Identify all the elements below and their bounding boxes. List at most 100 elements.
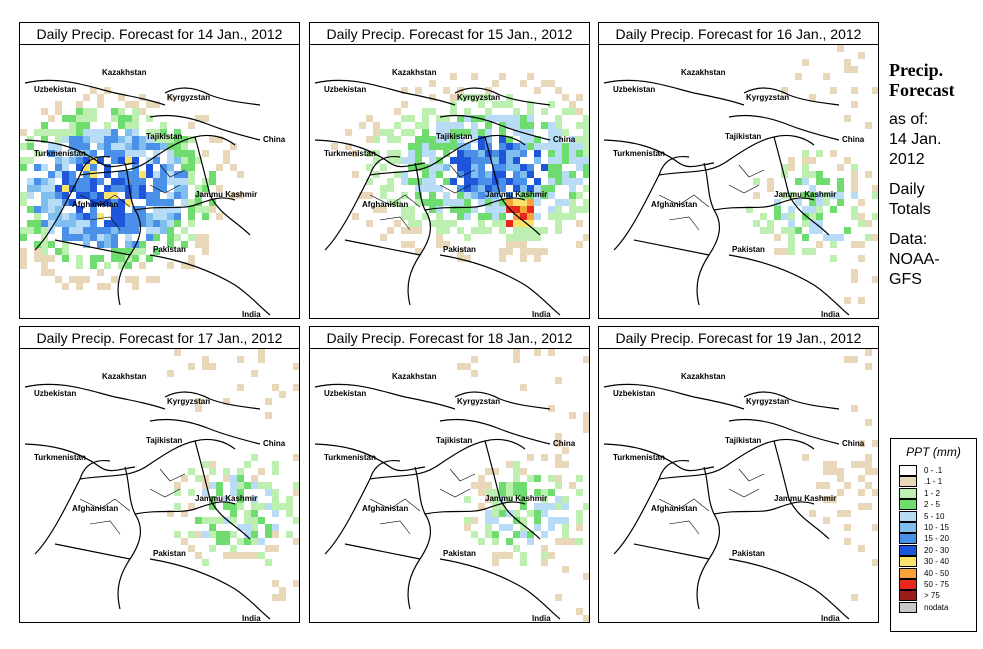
precip-cell bbox=[167, 241, 174, 248]
precip-cell bbox=[265, 531, 272, 538]
precip-cell bbox=[27, 206, 34, 213]
precip-cell bbox=[146, 171, 153, 178]
precip-cell bbox=[90, 136, 97, 143]
border-line bbox=[369, 438, 526, 480]
asof-line-2: 14 Jan. bbox=[889, 131, 942, 148]
precip-cell bbox=[830, 192, 837, 199]
precip-cell bbox=[41, 122, 48, 129]
precip-cell bbox=[520, 206, 527, 213]
precip-cell bbox=[20, 262, 27, 269]
precip-cell bbox=[146, 136, 153, 143]
precip-cell bbox=[837, 45, 844, 52]
precip-cell bbox=[774, 206, 781, 213]
precip-cell bbox=[527, 122, 534, 129]
precip-cell bbox=[76, 262, 83, 269]
precip-cell bbox=[576, 524, 583, 531]
precip-cell bbox=[548, 206, 555, 213]
precip-cell bbox=[541, 122, 548, 129]
precip-cell bbox=[548, 524, 555, 531]
precip-cell bbox=[401, 157, 408, 164]
border-line bbox=[344, 239, 421, 256]
precip-cell bbox=[20, 157, 27, 164]
precip-cell bbox=[865, 503, 872, 510]
precip-cell bbox=[62, 248, 69, 255]
precip-cell bbox=[555, 150, 562, 157]
map-svg bbox=[603, 349, 878, 620]
precip-cell bbox=[195, 199, 202, 206]
precip-cell bbox=[781, 213, 788, 220]
precip-cell bbox=[125, 157, 132, 164]
precip-cell bbox=[41, 241, 48, 248]
precip-cell bbox=[209, 496, 216, 503]
precip-cell bbox=[450, 178, 457, 185]
precip-cell bbox=[802, 171, 809, 178]
precip-cell bbox=[244, 538, 251, 545]
border-line bbox=[314, 139, 426, 168]
precip-cell bbox=[174, 206, 181, 213]
precip-cell bbox=[520, 496, 527, 503]
precip-cell bbox=[90, 87, 97, 94]
precip-cell bbox=[237, 384, 244, 391]
precip-cell bbox=[450, 94, 457, 101]
precip-cell bbox=[513, 206, 520, 213]
precip-cell bbox=[492, 489, 499, 496]
precip-cell bbox=[167, 94, 174, 101]
precip-cell bbox=[534, 234, 541, 241]
precip-cell bbox=[202, 517, 209, 524]
precip-cell bbox=[436, 143, 443, 150]
precip-cell bbox=[41, 262, 48, 269]
precip-cell bbox=[62, 241, 69, 248]
precip-cell bbox=[492, 150, 499, 157]
precip-cell bbox=[55, 157, 62, 164]
precip-cell bbox=[76, 276, 83, 283]
precip-cell bbox=[781, 248, 788, 255]
precip-cell bbox=[767, 185, 774, 192]
precip-cell bbox=[837, 199, 844, 206]
precip-cell bbox=[499, 178, 506, 185]
precip-cell bbox=[408, 129, 415, 136]
precip-cell bbox=[548, 405, 555, 412]
map-label-pakistan: Pakistan bbox=[732, 245, 765, 254]
precip-cell bbox=[202, 178, 209, 185]
precip-cell bbox=[429, 94, 436, 101]
precip-cell bbox=[851, 185, 858, 192]
precip-cell bbox=[20, 164, 27, 171]
precip-cell bbox=[527, 115, 534, 122]
precip-cell bbox=[69, 129, 76, 136]
border-line bbox=[407, 162, 432, 306]
precip-cell bbox=[443, 164, 450, 171]
precip-cell bbox=[872, 440, 878, 447]
precip-cell bbox=[499, 220, 506, 227]
precip-cell bbox=[132, 185, 139, 192]
precip-cell bbox=[237, 475, 244, 482]
precip-cell bbox=[548, 164, 555, 171]
legend-label: > 75 bbox=[924, 591, 940, 601]
precip-cell bbox=[865, 468, 872, 475]
precip-cell bbox=[125, 220, 132, 227]
precip-cell bbox=[788, 164, 795, 171]
precip-cell bbox=[506, 122, 513, 129]
precip-cell bbox=[872, 192, 878, 199]
precip-cell bbox=[188, 136, 195, 143]
border-line bbox=[603, 79, 745, 106]
precip-cell bbox=[422, 115, 429, 122]
precip-cell bbox=[527, 220, 534, 227]
precip-cell bbox=[48, 185, 55, 192]
precip-cell bbox=[160, 164, 167, 171]
precip-cell bbox=[97, 157, 104, 164]
legend-item: 5 - 10 bbox=[891, 510, 976, 522]
precip-cell bbox=[387, 227, 394, 234]
precip-cell bbox=[415, 164, 422, 171]
precip-cell bbox=[830, 87, 837, 94]
precip-cell bbox=[513, 185, 520, 192]
precip-cell bbox=[781, 227, 788, 234]
precip-cell bbox=[272, 545, 279, 552]
border-line bbox=[134, 501, 236, 515]
precip-cell bbox=[97, 269, 104, 276]
precip-cell bbox=[865, 454, 872, 461]
precip-cell bbox=[520, 489, 527, 496]
precip-cell bbox=[223, 517, 230, 524]
precip-cell bbox=[132, 101, 139, 108]
precip-cell bbox=[562, 129, 569, 136]
precip-cell bbox=[464, 164, 471, 171]
